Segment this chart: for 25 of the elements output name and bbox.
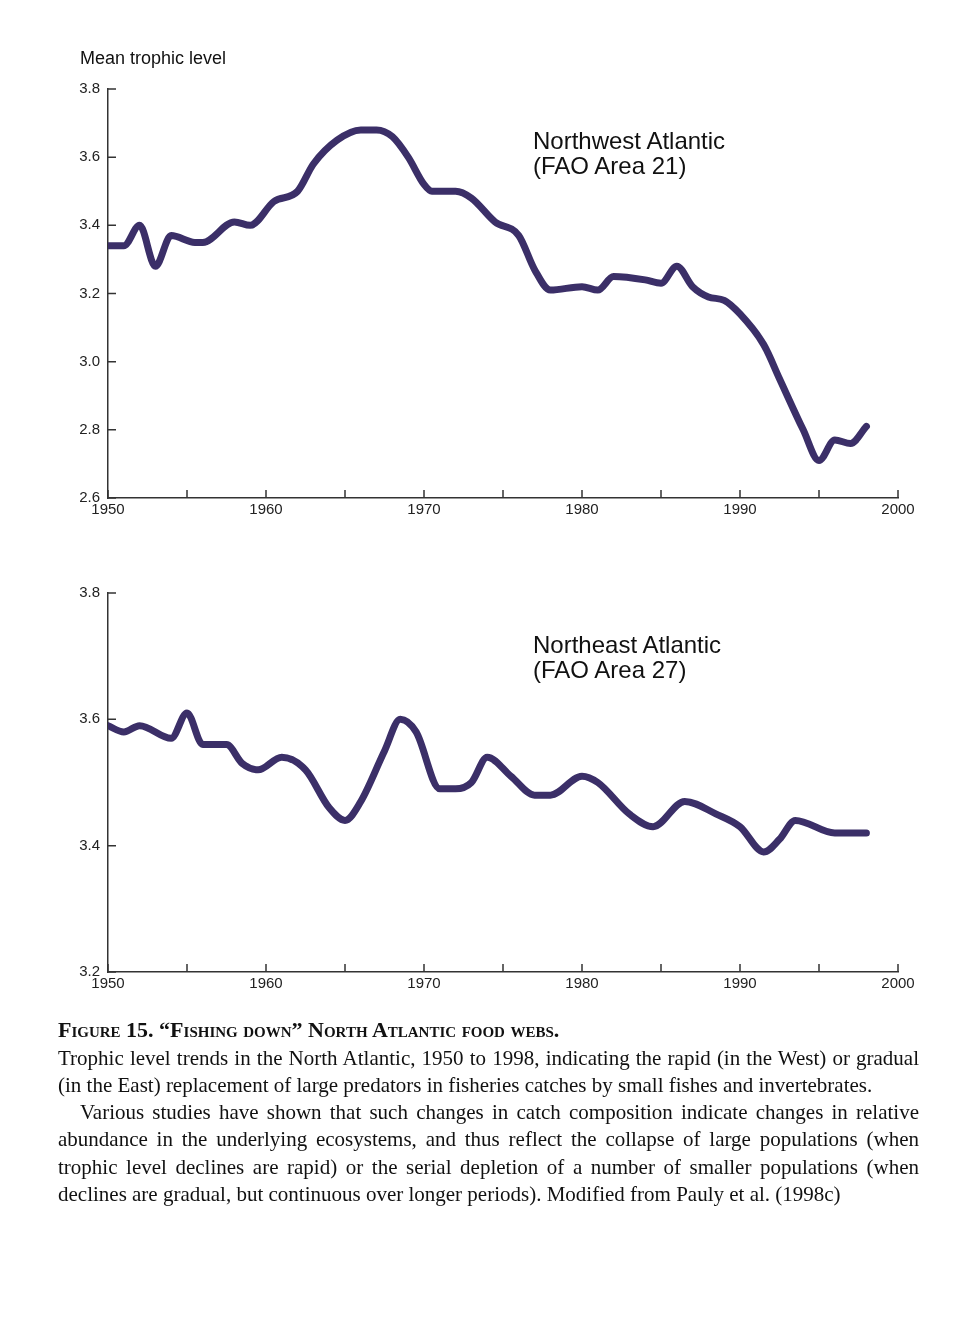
y-tick-label: 3.8 [79, 583, 100, 601]
x-tick-label: 2000 [881, 974, 915, 992]
x-tick-label: 2000 [881, 500, 915, 518]
y-tick-label: 2.8 [79, 419, 100, 437]
y-tick-label: 3.4 [79, 835, 100, 853]
x-tick-label: 1970 [407, 500, 441, 518]
y-axis-title: Mean trophic level [80, 48, 228, 70]
text: Trophic level trends in the North Atlantic, 1950 to 1998, indicating the rapid (in the West) or gradual (in the East) replacement of large predators in fisheries catches by small fishes and invertebrates. [58, 1044, 919, 1099]
annotation: Northeast Atlantic (FAO Area 27) [533, 631, 723, 684]
y-tick-label: 3.8 [79, 79, 100, 97]
y-tick-label: 3.2 [79, 283, 100, 301]
x-tick-label: 1990 [723, 500, 757, 518]
x-tick-label: 1980 [565, 974, 599, 992]
x-tick-label: 1960 [249, 500, 283, 518]
x-tick-label: 1970 [407, 974, 441, 992]
annotation: Northwest Atlantic (FAO Area 21) [533, 127, 727, 180]
y-tick-label: 3.0 [79, 351, 100, 369]
x-tick-label: 1990 [723, 974, 757, 992]
text: Various studies have shown that such changes in catch composition indicate changes in relative abundance in the underlying ecosystems, and thus reflect the collapse of large populations (when trophic level declines are rapid) or the serial depletion of a number of smaller populations (when declines are gradual, but continuous over longer periods). Modified from Pauly et al. (1998c) [58, 1099, 919, 1209]
caption: Figure 15. “Fishing down” North Atlantic food webs. [58, 1016, 561, 1044]
x-tick-label: 1980 [565, 500, 599, 518]
y-tick-label: 3.6 [79, 147, 100, 165]
y-tick-label: 3.4 [79, 215, 100, 233]
y-tick-label: 3.6 [79, 709, 100, 727]
x-tick-label: 1960 [249, 974, 283, 992]
